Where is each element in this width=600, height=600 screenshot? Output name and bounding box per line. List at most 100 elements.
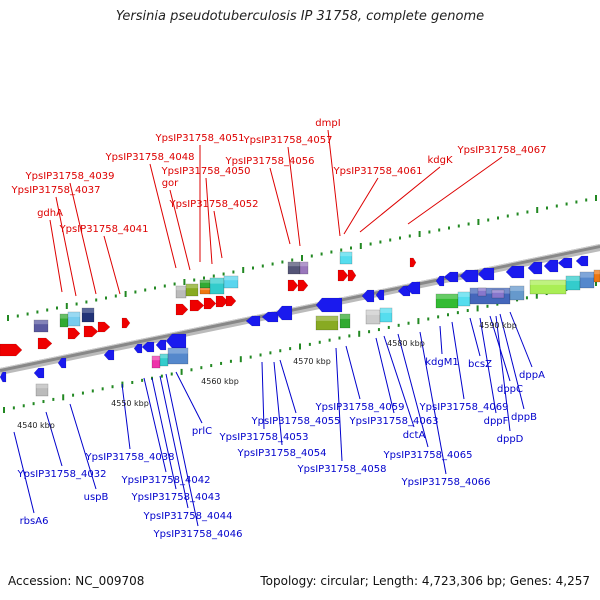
tick-mark-outer bbox=[7, 315, 9, 321]
reverse-gene bbox=[141, 341, 155, 353]
reverse-gene-label-leader bbox=[469, 317, 481, 357]
reverse-gene-label: dppA bbox=[519, 370, 545, 381]
tick-mark-inner bbox=[437, 315, 440, 319]
gene-box-shine bbox=[380, 308, 392, 313]
gene-box bbox=[339, 251, 353, 265]
tick-mark-inner bbox=[180, 368, 183, 375]
tick-mark-outer bbox=[487, 218, 490, 222]
forward-gene bbox=[189, 299, 205, 312]
gene-box-shine bbox=[34, 320, 48, 325]
tick-mark-inner bbox=[318, 340, 321, 344]
tick-mark-outer bbox=[212, 274, 215, 278]
gene-box-shine bbox=[594, 270, 600, 275]
tick-mark-inner bbox=[3, 407, 5, 413]
tick-mark-outer bbox=[232, 270, 235, 274]
reverse-gene-label: YpsIP31758_4065 bbox=[383, 450, 473, 461]
reverse-gene bbox=[0, 371, 7, 383]
tick-mark-inner bbox=[496, 302, 499, 306]
tick-mark-inner bbox=[200, 366, 203, 370]
forward-gene-label-leader bbox=[103, 235, 121, 295]
tick-mark-outer bbox=[301, 255, 303, 261]
tick-mark-outer bbox=[203, 276, 205, 280]
tick-mark-outer bbox=[448, 226, 450, 230]
gene-box bbox=[593, 269, 600, 283]
reverse-gene-label: YpsIP31758_4058 bbox=[297, 464, 387, 475]
tick-mark-inner bbox=[190, 368, 193, 372]
tick-mark-outer bbox=[418, 231, 421, 237]
forward-gene-label: YpsIP31758_4052 bbox=[169, 199, 259, 210]
tick-mark-inner bbox=[131, 380, 134, 384]
reverse-gene-label-leader bbox=[509, 311, 533, 368]
gene-box-shine bbox=[436, 294, 458, 299]
gene-box-shine bbox=[530, 280, 566, 285]
forward-gene-label: YpsIP31758_4067 bbox=[457, 145, 547, 156]
reverse-gene-label: YpsIP31758_4044 bbox=[143, 511, 233, 522]
tick-mark-inner bbox=[595, 280, 597, 286]
gene-box bbox=[81, 307, 95, 323]
reverse-gene bbox=[275, 305, 293, 321]
tick-mark-outer bbox=[124, 291, 127, 297]
scale-label: 4580 kbp bbox=[387, 339, 425, 348]
tick-mark-outer bbox=[310, 254, 313, 258]
forward-gene bbox=[297, 279, 309, 292]
reverse-gene bbox=[315, 297, 343, 313]
tick-mark-outer bbox=[516, 212, 519, 216]
tick-mark-outer bbox=[183, 279, 186, 285]
forward-gene-label: YpsIP31758_4057 bbox=[243, 135, 333, 146]
tick-mark-inner bbox=[111, 385, 114, 389]
forward-gene-label: YpsIP31758_4056 bbox=[225, 156, 315, 167]
tick-mark-outer bbox=[477, 219, 480, 225]
map-title: Yersinia pseudotuberculosis IP 31758, co… bbox=[115, 9, 485, 24]
reverse-gene-label-leader bbox=[439, 325, 443, 355]
reverse-gene-label-leader bbox=[69, 403, 97, 490]
gene-labels: gdhA YpsIP31758_4037 YpsIP31758_4039 YpsIP3… bbox=[11, 118, 547, 540]
reverse-gene bbox=[33, 367, 45, 379]
forward-gene bbox=[347, 269, 357, 282]
gene-box bbox=[67, 311, 81, 327]
tick-mark-outer bbox=[242, 267, 245, 273]
tick-mark-outer bbox=[154, 286, 156, 290]
reverse-gene bbox=[505, 265, 525, 279]
reverse-gene bbox=[459, 269, 479, 283]
reverse-gene-label: YpsIP31758_4055 bbox=[251, 416, 341, 427]
forward-gene bbox=[37, 337, 53, 350]
reverse-gene-label: dctA bbox=[403, 430, 426, 441]
tick-mark-inner bbox=[447, 313, 449, 317]
tick-mark-outer bbox=[595, 195, 597, 201]
reverse-gene bbox=[375, 289, 385, 301]
reverse-gene bbox=[405, 281, 421, 295]
gene-box bbox=[299, 261, 309, 275]
reverse-gene bbox=[557, 257, 573, 269]
reverse-gene-label-leader bbox=[495, 315, 511, 432]
reverse-gene bbox=[361, 289, 375, 303]
reverse-gene-label: YpsIP31758_4043 bbox=[131, 492, 221, 503]
reverse-gene-label-leader bbox=[345, 345, 361, 400]
gene-box-shine bbox=[458, 292, 470, 297]
reverse-gene-label: YpsIP31758_4059 bbox=[315, 402, 405, 413]
tick-mark-inner bbox=[249, 355, 252, 359]
tick-mark-outer bbox=[291, 258, 294, 262]
tick-mark-outer bbox=[56, 306, 58, 310]
forward-gene bbox=[409, 257, 417, 268]
tick-mark-inner bbox=[377, 328, 380, 332]
tick-mark-outer bbox=[457, 224, 460, 228]
reverse-gene bbox=[57, 357, 67, 369]
gene-box-shine bbox=[200, 288, 210, 291]
reverse-gene-label-leader bbox=[165, 373, 199, 527]
tick-mark-outer bbox=[65, 303, 68, 309]
forward-gene bbox=[97, 321, 111, 333]
reverse-gene bbox=[575, 255, 589, 267]
forward-gene-label: gor bbox=[162, 178, 179, 189]
reverse-gene-label-leader bbox=[479, 317, 497, 414]
tick-mark-inner bbox=[466, 309, 469, 313]
reverse-gene bbox=[435, 275, 445, 287]
tick-mark-inner bbox=[407, 321, 410, 325]
forward-gene-label-leader bbox=[269, 167, 291, 245]
gene-box bbox=[223, 275, 239, 289]
tick-mark-outer bbox=[75, 302, 78, 306]
tick-mark-outer bbox=[575, 200, 578, 204]
forward-gene bbox=[215, 295, 229, 308]
reverse-gene-label: YpsIP31758_4046 bbox=[153, 529, 243, 540]
forward-gene-label-leader bbox=[169, 189, 191, 271]
tick-mark-outer bbox=[163, 284, 166, 288]
